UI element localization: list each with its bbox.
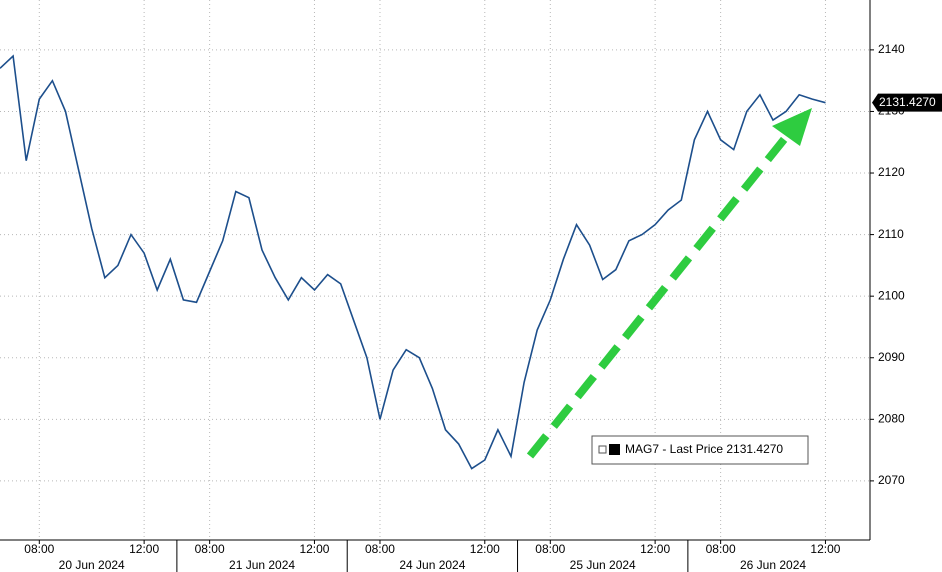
y-tick-label: 2070 [878,473,905,487]
date-label: 26 Jun 2024 [740,558,806,572]
legend-swatch [609,444,620,455]
arrow-head [772,108,812,146]
trend-arrow [526,108,812,459]
x-tick-label: 12:00 [299,542,329,556]
date-label: 20 Jun 2024 [59,558,125,572]
x-tick-label: 08:00 [195,542,225,556]
y-tick-label: 2090 [878,350,905,364]
y-tick-label: 2120 [878,165,905,179]
y-tick-label: 2080 [878,411,905,425]
y-tick-label: 2110 [878,227,904,241]
grid-layer [0,0,870,540]
last-price-box [872,93,942,112]
x-tick-label: 08:00 [706,542,736,556]
last-price-label: 2131.4270 [879,95,936,109]
x-tick-label: 12:00 [129,542,159,556]
arrow-shaft [526,129,794,459]
x-tick-label: 08:00 [24,542,54,556]
y-tick-label: 2140 [878,42,905,56]
y-tick-label: 2100 [878,288,905,302]
data-layer [0,54,826,470]
legend-label: MAG7 - Last Price 2131.4270 [625,442,783,456]
legend: MAG7 - Last Price 2131.4270 [591,435,809,465]
legend-toggle [598,445,607,454]
x-tick-label: 08:00 [535,542,565,556]
x-tick-label: 12:00 [470,542,500,556]
date-label: 21 Jun 2024 [229,558,295,572]
x-tick-label: 12:00 [640,542,670,556]
date-label: 24 Jun 2024 [399,558,465,572]
x-tick-label: 08:00 [365,542,395,556]
price-line [0,54,826,470]
date-label: 25 Jun 2024 [570,558,636,572]
x-tick-label: 12:00 [810,542,840,556]
legend-box [591,435,809,465]
